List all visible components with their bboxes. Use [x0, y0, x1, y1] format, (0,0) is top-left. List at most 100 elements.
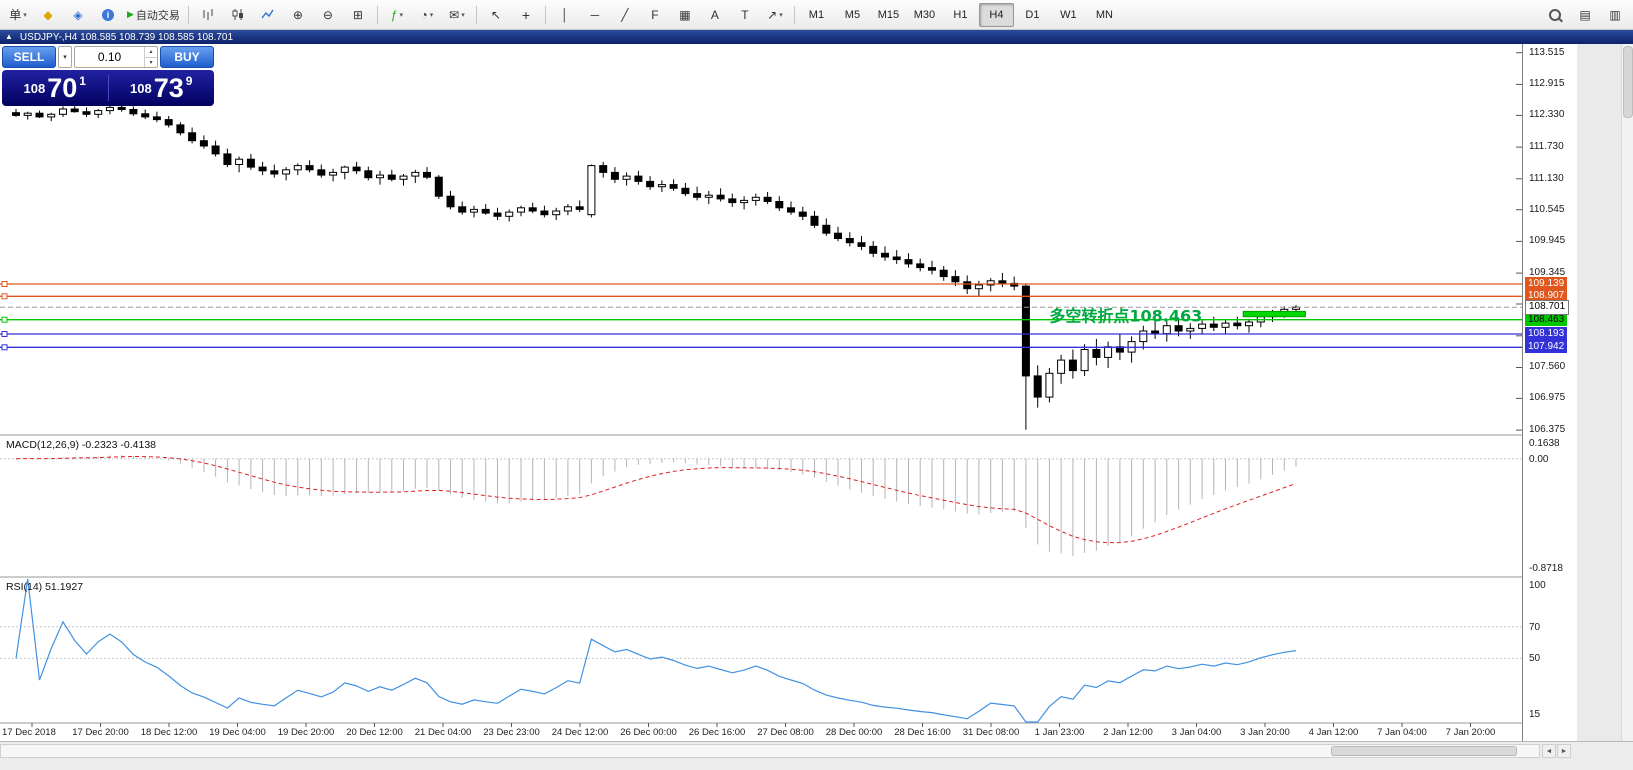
- time-axis-label: 3 Jan 04:00: [1171, 727, 1222, 738]
- time-axis[interactable]: 17 Dec 2018 17 Dec 20:00 18 Dec 12:00 19 De…: [0, 724, 1522, 741]
- current-price-badge: 108.701: [1525, 300, 1570, 316]
- price-level-badge: 108.463: [1525, 312, 1568, 326]
- one-click-collapse-icon[interactable]: ▲: [5, 32, 13, 41]
- tile-windows-icon: ⊞: [352, 7, 363, 22]
- new-chart-icon: ▤: [1579, 7, 1591, 22]
- chevron-down-icon: ▾: [399, 11, 404, 19]
- toolbar-separator: [793, 5, 795, 24]
- lot-size-value[interactable]: 0.10: [97, 50, 122, 64]
- chevron-down-icon: ▾: [429, 11, 434, 19]
- data-window-button[interactable]: ◈: [63, 3, 93, 27]
- price-tick-label: 111.130: [1529, 172, 1564, 184]
- time-axis-label: 28 Dec 16:00: [894, 727, 951, 738]
- clock-icon: ◔: [420, 7, 428, 22]
- timeframe-mn-button[interactable]: MN: [1095, 8, 1113, 21]
- timeframe-h1-button[interactable]: H1: [953, 8, 968, 21]
- timeframe-m15-button[interactable]: M15: [877, 8, 900, 21]
- navigator-button[interactable]: i: [93, 3, 123, 27]
- toolbar-separator: [475, 5, 477, 24]
- zoom-in-button[interactable]: ⊕: [283, 3, 313, 27]
- sell-price-main: 108: [23, 80, 46, 96]
- time-axis-label: 19 Dec 20:00: [277, 727, 335, 738]
- lot-decrement-button[interactable]: ▾: [149, 59, 153, 66]
- price-tick-label: 113.515: [1529, 46, 1565, 58]
- fibonacci-tool-button[interactable]: F: [640, 3, 670, 27]
- trendline-icon: ╱: [621, 7, 629, 22]
- price-tick-label: 106.975: [1529, 392, 1566, 404]
- scroll-right-button[interactable]: ►: [1557, 744, 1571, 758]
- turning-point-annotation: 多空转折点108.463: [1049, 307, 1202, 326]
- horizontal-scrollbar-thumb[interactable]: [1331, 746, 1517, 756]
- one-click-trading-panel: SELL ▾ 0.10 ▴ ▾ BUY 108 70 1: [2, 46, 214, 106]
- bar-chart-type-button[interactable]: [193, 3, 223, 27]
- lot-size-field[interactable]: 0.10 ▴ ▾: [74, 46, 158, 68]
- chart-canvas[interactable]: 多空转折点108.463: [0, 44, 1522, 741]
- play-icon: ▶: [127, 9, 134, 19]
- trendline-tool-button[interactable]: ╱: [610, 3, 640, 27]
- bid-ask-price-panel: 108 70 1 108 73 9: [2, 70, 214, 106]
- time-axis-label: 17 Dec 2018: [2, 727, 56, 738]
- chart-area[interactable]: 多空转折点108.463 MACD(12,26,9) -0.2323 -0.41…: [0, 44, 1633, 741]
- chevron-down-icon: ▾: [23, 11, 27, 19]
- bar-chart-icon: [203, 9, 213, 20]
- time-axis-label: 31 Dec 08:00: [962, 727, 1020, 738]
- order-options-dropdown[interactable]: ▾: [58, 46, 72, 68]
- indicators-icon: ƒ: [390, 7, 398, 22]
- buy-button[interactable]: BUY: [160, 46, 214, 68]
- profiles-icon: ▥: [1609, 7, 1621, 22]
- time-axis-label: 26 Dec 00:00: [620, 727, 677, 738]
- sell-price[interactable]: 108 70 1: [2, 70, 108, 106]
- crosshair-tool-button[interactable]: +: [511, 3, 541, 27]
- timeframe-m1-button[interactable]: M1: [808, 8, 825, 21]
- candlestick-icon: [232, 9, 244, 20]
- grid-tool-button[interactable]: ▦: [670, 3, 700, 27]
- timeframe-d1-button[interactable]: D1: [1025, 8, 1040, 21]
- tile-windows-button[interactable]: ⊞: [343, 3, 373, 27]
- candlestick-chart-type-button[interactable]: [223, 3, 253, 27]
- new-chart-button[interactable]: ▤: [1570, 3, 1600, 27]
- price-tick-label: 111.730: [1529, 141, 1564, 153]
- autotrading-button[interactable]: ▶ 自动交易: [123, 3, 184, 27]
- timeframe-w1-button[interactable]: W1: [1060, 8, 1077, 21]
- vertical-line-icon: │: [561, 7, 569, 22]
- timeframe-m5-button[interactable]: M5: [844, 8, 861, 21]
- price-level-badge: 108.907: [1525, 289, 1568, 303]
- text-label-tool-button[interactable]: T: [730, 3, 760, 27]
- sell-button[interactable]: SELL: [2, 46, 56, 68]
- time-axis-label: 2 Jan 12:00: [1103, 727, 1153, 738]
- templates-button[interactable]: ✉ ▾: [442, 3, 472, 27]
- horizontal-scrollbar[interactable]: [0, 744, 1540, 758]
- indicators-button[interactable]: ƒ ▾: [382, 3, 412, 27]
- price-scale[interactable]: 113.515 112.915 112.330 111.730 111.130 110.5…: [1522, 44, 1577, 741]
- vertical-scrollbar[interactable]: [1621, 44, 1633, 741]
- text-tool-button[interactable]: A: [700, 3, 730, 27]
- time-axis-label: 20 Dec 12:00: [346, 727, 403, 738]
- search-button[interactable]: [1540, 3, 1570, 27]
- toolbar-separator: [376, 5, 378, 24]
- buy-price[interactable]: 108 73 9: [109, 70, 215, 106]
- new-order-label: 单: [9, 7, 22, 22]
- vertical-scrollbar-thumb[interactable]: [1623, 46, 1633, 118]
- rsi-tick-label: 100: [1529, 580, 1546, 591]
- line-chart-type-button[interactable]: [253, 3, 283, 27]
- zoom-out-button[interactable]: ⊖: [313, 3, 343, 27]
- arrows-tool-button[interactable]: ↗ ▾: [760, 3, 790, 27]
- price-level-badge: 109.139: [1525, 277, 1568, 290]
- scroll-left-button[interactable]: ◄: [1542, 744, 1556, 758]
- macd-indicator-label: MACD(12,26,9) -0.2323 -0.4138: [6, 439, 156, 451]
- data-window-icon: ◈: [73, 7, 83, 22]
- horizontal-line-tool-button[interactable]: ─: [580, 3, 610, 27]
- lot-increment-button[interactable]: ▴: [145, 47, 157, 58]
- new-order-button[interactable]: 单 ▾: [3, 3, 33, 27]
- price-level-badge: 107.942: [1525, 340, 1568, 354]
- cursor-tool-button[interactable]: ↖: [481, 3, 511, 27]
- timeframe-h4-button[interactable]: H4: [978, 2, 1014, 27]
- chevron-down-icon: ▾: [779, 11, 783, 19]
- periods-button[interactable]: ◔ ▾: [412, 3, 442, 27]
- time-axis-label: 18 Dec 12:00: [140, 727, 198, 738]
- timeframe-m30-button[interactable]: M30: [913, 8, 936, 21]
- profiles-button[interactable]: ▥: [1600, 3, 1630, 27]
- vertical-line-tool-button[interactable]: │: [550, 3, 580, 27]
- market-watch-button[interactable]: ◆: [33, 3, 63, 27]
- time-axis-label: 3 Jan 20:00: [1240, 727, 1290, 738]
